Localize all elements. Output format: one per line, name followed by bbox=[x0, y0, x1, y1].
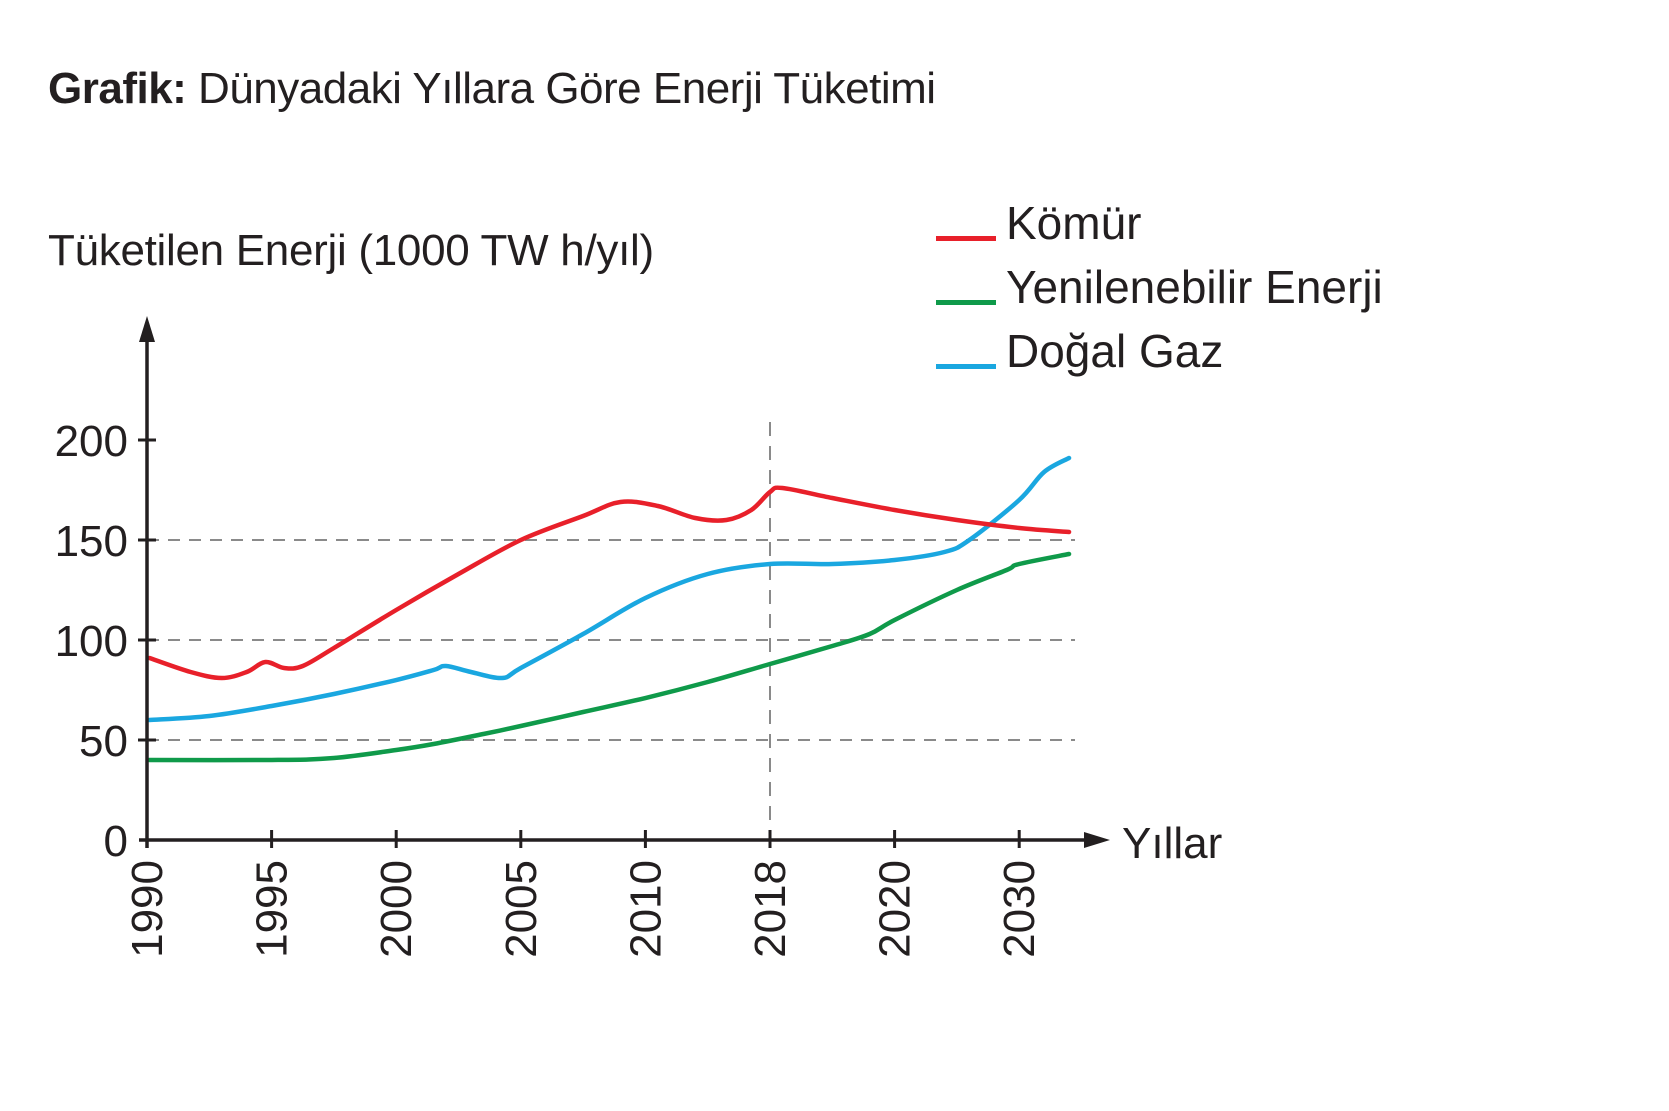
legend-swatch-dogal-gaz bbox=[936, 364, 996, 369]
x-tick-label-2005: 2005 bbox=[497, 860, 546, 958]
x-tick-label-2010: 2010 bbox=[621, 860, 670, 958]
series-line-komur bbox=[147, 485, 1072, 681]
legend-label-komur: Kömür bbox=[1006, 197, 1142, 249]
axes bbox=[138, 316, 1110, 848]
chart-title: Grafik: Dünyadaki Yıllara Göre Enerji Tü… bbox=[48, 64, 936, 114]
x-tick-label-2020: 2020 bbox=[871, 860, 920, 958]
legend-swatch-yenilenebilir bbox=[936, 300, 996, 305]
y-tick-label-0: 0 bbox=[104, 817, 128, 866]
y-tick-label-150: 150 bbox=[55, 517, 128, 566]
series-line-dogal-gaz bbox=[147, 455, 1072, 723]
legend-swatch-komur bbox=[936, 236, 996, 241]
x-tick-label-2000: 2000 bbox=[372, 860, 421, 958]
y-axis-label: Tüketilen Enerji (1000 TW h/yıl) bbox=[48, 226, 654, 275]
series-lines bbox=[147, 455, 1072, 763]
y-axis-arrow-icon bbox=[139, 316, 155, 342]
x-axis-label: Yıllar bbox=[1122, 819, 1222, 868]
y-tick-label-50: 50 bbox=[79, 717, 128, 766]
x-axis-arrow-icon bbox=[1084, 832, 1110, 848]
tick-labels: 0 50 100 150 200 1990 1995 2000 2005 2010 2018 2020… bbox=[55, 417, 1223, 958]
x-tick-label-1995: 1995 bbox=[248, 860, 297, 958]
gridlines bbox=[147, 422, 1075, 840]
y-tick-label-100: 100 bbox=[55, 617, 128, 666]
legend-label-yenilenebilir: Yenilenebilir Enerji bbox=[1006, 261, 1383, 313]
y-tick-label-200: 200 bbox=[55, 417, 128, 466]
x-tick-label-2030: 2030 bbox=[995, 860, 1044, 958]
legend-label-dogal-gaz: Doğal Gaz bbox=[1006, 325, 1224, 377]
chart-title-text: Dünyadaki Yıllara Göre Enerji Tüketimi bbox=[186, 64, 936, 113]
series-line-yenilenebilir bbox=[147, 551, 1072, 763]
x-tick-label-1990: 1990 bbox=[123, 860, 172, 958]
chart-title-prefix: Grafik: bbox=[48, 64, 187, 113]
x-tick-label-2018: 2018 bbox=[746, 860, 795, 958]
